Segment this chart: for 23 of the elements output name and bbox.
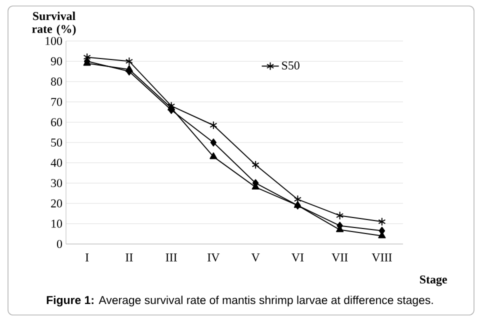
x-tick-label: IV <box>208 254 220 262</box>
y-tick-label: 90 <box>50 57 62 66</box>
y-tick-label: 60 <box>51 118 62 126</box>
y-tick-label: 80 <box>50 78 62 86</box>
y-tick-label: 10 <box>52 220 62 228</box>
x-tick-label: III <box>166 254 177 262</box>
x-tick-label: VI <box>292 254 304 262</box>
legend-label: S50 <box>282 61 300 70</box>
y-tick-label: 0 <box>56 240 62 248</box>
y-tick-label: 70 <box>51 98 62 106</box>
y-tick-label: 50 <box>51 138 62 147</box>
text: Figure 1: Average survival rate of mantis shrimp larvae at difference stages. <box>46 296 433 306</box>
y-tick-label: 40 <box>50 158 62 167</box>
x-axis-title: Stage <box>420 276 447 286</box>
x-tick-label: V <box>251 254 260 262</box>
x-tick-label: VII <box>332 254 348 262</box>
y-axis-title: Survival rate (%) <box>32 12 76 36</box>
x-tick-label: VIII <box>372 254 392 262</box>
x-tick-label: I <box>86 254 89 262</box>
x-tick-label: II <box>126 254 133 262</box>
y-tick-label: 20 <box>51 199 62 208</box>
y-tick-label: 30 <box>51 179 62 188</box>
y-tick-label: 100 <box>46 36 62 46</box>
